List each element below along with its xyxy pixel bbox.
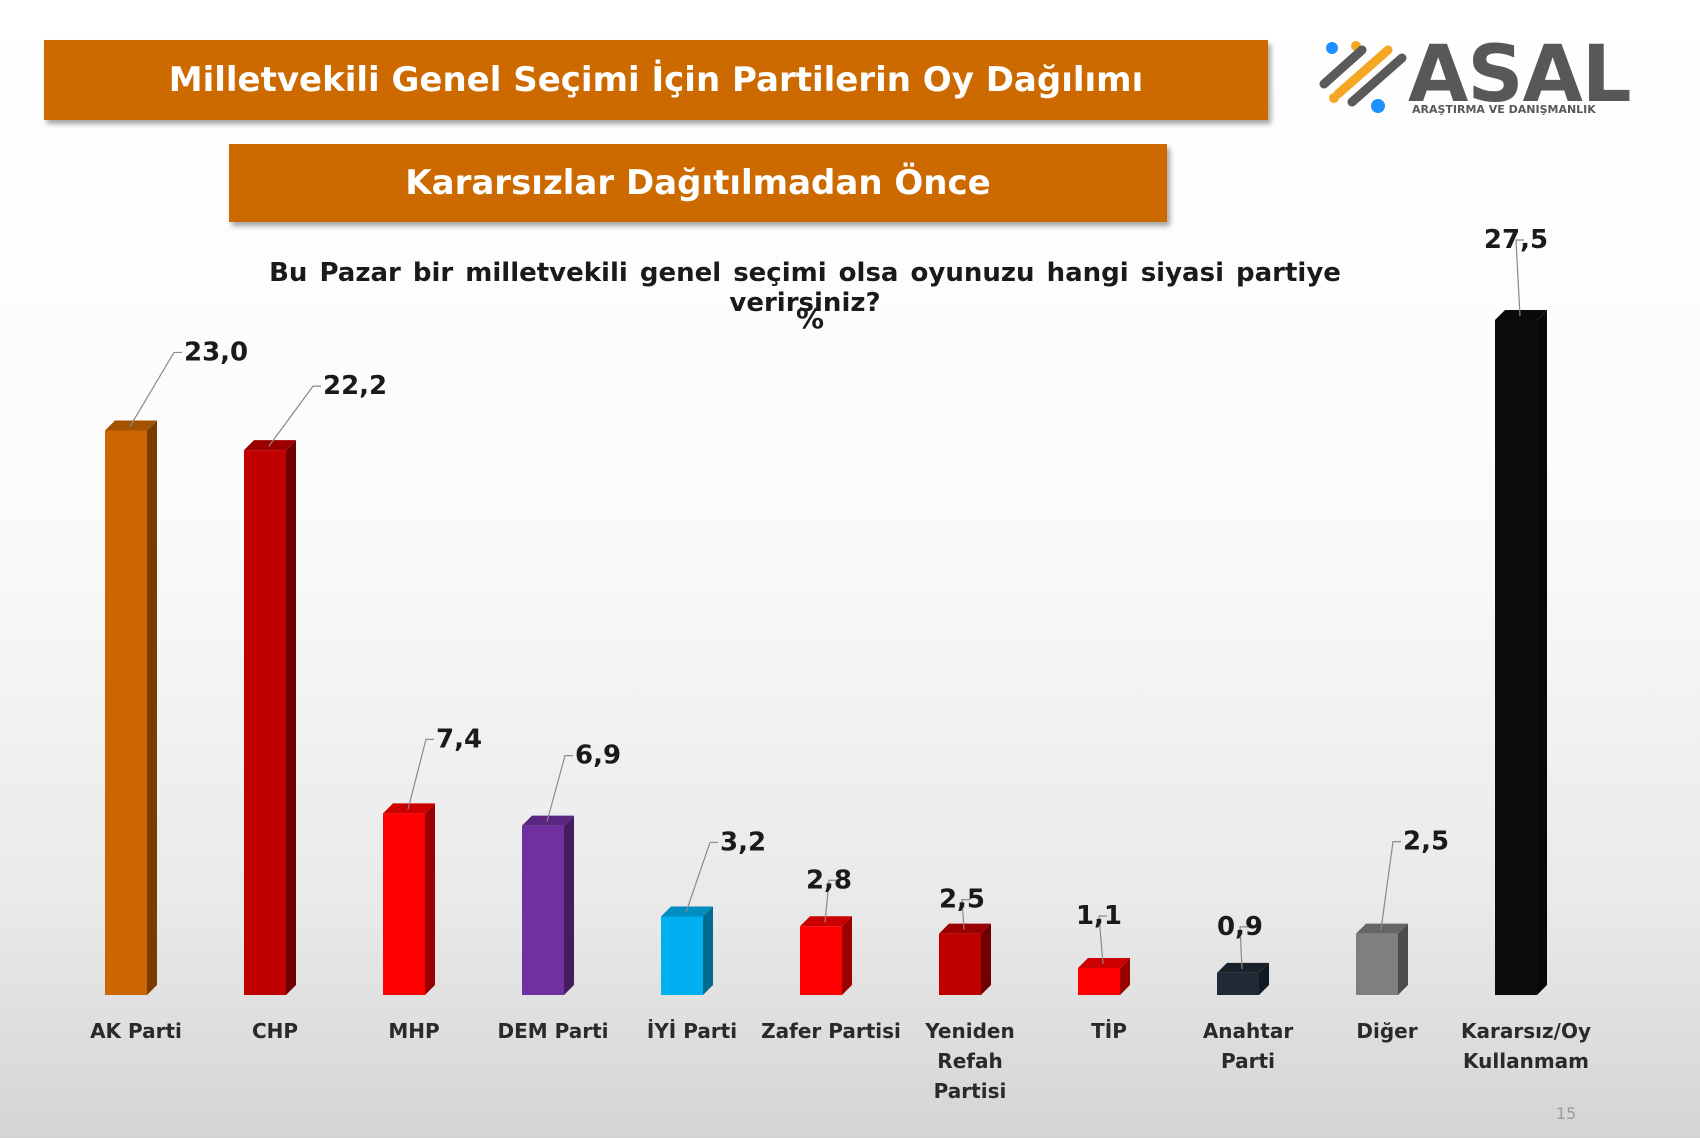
category-label-line: MHP <box>388 1019 440 1043</box>
value-label-9: 2,5 <box>1403 827 1449 857</box>
chart-title: Milletvekili Genel Seçimi İçin Partileri… <box>168 60 1144 100</box>
bar-1 <box>244 450 286 995</box>
bar-8 <box>1217 972 1259 995</box>
category-label-line: Kararsız/Oy <box>1461 1019 1591 1043</box>
value-label-3: 6,9 <box>575 741 621 771</box>
category-label-9: Diğer <box>1312 1016 1462 1046</box>
bar-6 <box>939 933 981 995</box>
category-label-line: Partisi <box>933 1079 1007 1103</box>
category-label-10: Kararsız/Oy Kullanmam <box>1451 1016 1601 1076</box>
category-label-line: AK Parti <box>90 1019 182 1043</box>
value-label-10: 27,5 <box>1484 225 1548 255</box>
category-label-5: Zafer Partisi <box>756 1016 906 1046</box>
leader-line-9 <box>1380 841 1401 930</box>
bar-top-3 <box>522 815 574 826</box>
bar-side-4 <box>703 906 713 995</box>
category-label-line: Yeniden <box>925 1019 1015 1043</box>
chart-question: Bu Pazar bir milletvekili genel seçimi o… <box>269 258 1341 318</box>
bar-5 <box>800 926 842 995</box>
leader-line-1 <box>268 385 321 447</box>
category-label-line: Anahtar <box>1202 1019 1294 1043</box>
chart-unit: % <box>795 302 825 335</box>
chart-title-banner: Milletvekili Genel Seçimi İçin Partileri… <box>44 40 1268 120</box>
value-label-1: 22,2 <box>323 371 387 401</box>
leader-line-0 <box>129 351 182 427</box>
chart-subtitle-banner: Kararsızlar Dağıtılmadan Önce <box>229 144 1167 222</box>
bar-2 <box>383 813 425 995</box>
bar-side-1 <box>286 440 296 995</box>
category-label-line: TİP <box>1091 1019 1127 1043</box>
leader-line-6 <box>961 899 970 930</box>
logo-tagline: ARAŞTIRMA VE DANIŞMANLIK <box>1412 103 1596 116</box>
value-label-6: 2,5 <box>939 885 985 915</box>
bar-side-9 <box>1398 923 1408 995</box>
bar-side-5 <box>842 916 852 995</box>
value-label-4: 3,2 <box>720 827 766 857</box>
bar-top-2 <box>383 803 435 814</box>
bar-side-7 <box>1120 958 1130 995</box>
category-label-8: Anahtar Parti <box>1173 1016 1323 1076</box>
bar-side-8 <box>1259 962 1269 995</box>
asal-logo-icon <box>1319 41 1407 113</box>
bar-side-10 <box>1537 310 1547 995</box>
category-label-line: Parti <box>1221 1049 1275 1073</box>
bar-top-4 <box>661 906 713 917</box>
value-label-2: 7,4 <box>436 724 482 754</box>
category-label-2: MHP <box>339 1016 489 1046</box>
bar-side-3 <box>564 815 574 995</box>
category-label-7: TİP <box>1034 1016 1184 1046</box>
category-label-line: CHP <box>251 1019 299 1043</box>
category-label-line: Diğer <box>1356 1019 1418 1043</box>
bar-4 <box>661 916 703 995</box>
bar-7 <box>1078 968 1120 995</box>
bar-10 <box>1495 320 1537 995</box>
bar-side-6 <box>981 923 991 995</box>
bar-top-8 <box>1217 962 1269 973</box>
chart-subtitle: Kararsızlar Dağıtılmadan Önce <box>405 163 991 203</box>
category-label-1: CHP <box>200 1016 350 1046</box>
leader-line-4 <box>685 841 718 913</box>
bar-side-2 <box>425 803 435 995</box>
category-label-line: İYİ Parti <box>646 1019 738 1043</box>
leader-line-10 <box>1515 239 1524 317</box>
page-number: 15 <box>1556 1104 1577 1123</box>
category-label-6: Yeniden Refah Partisi <box>895 1016 1045 1106</box>
category-label-line: Refah <box>937 1049 1003 1073</box>
bar-top-6 <box>939 923 991 934</box>
leader-line-3 <box>546 755 573 822</box>
bar-9 <box>1356 933 1398 995</box>
category-label-line: Kullanmam <box>1462 1049 1589 1073</box>
leader-line-8 <box>1239 926 1248 969</box>
category-label-4: İYİ Parti <box>617 1016 767 1046</box>
category-label-0: AK Parti <box>61 1016 211 1046</box>
logo-wordmark: ASAL <box>1408 30 1632 120</box>
value-label-8: 0,9 <box>1217 912 1263 942</box>
leader-line-2 <box>407 738 434 810</box>
bar-top-10 <box>1495 310 1547 320</box>
bar-top-9 <box>1356 923 1408 934</box>
bar-top-7 <box>1078 958 1130 968</box>
value-label-5: 2,8 <box>806 865 852 895</box>
leader-line-7 <box>1098 915 1107 965</box>
leader-line-5 <box>824 879 837 923</box>
category-label-line: DEM Parti <box>497 1019 609 1043</box>
bar-3 <box>522 825 564 995</box>
category-label-line: Zafer Partisi <box>761 1019 901 1043</box>
bar-top-5 <box>800 916 852 927</box>
bar-side-0 <box>147 420 157 995</box>
value-label-7: 1,1 <box>1076 901 1122 931</box>
category-label-3: DEM Parti <box>478 1016 628 1046</box>
bar-0 <box>105 430 147 995</box>
value-label-0: 23,0 <box>184 337 248 367</box>
